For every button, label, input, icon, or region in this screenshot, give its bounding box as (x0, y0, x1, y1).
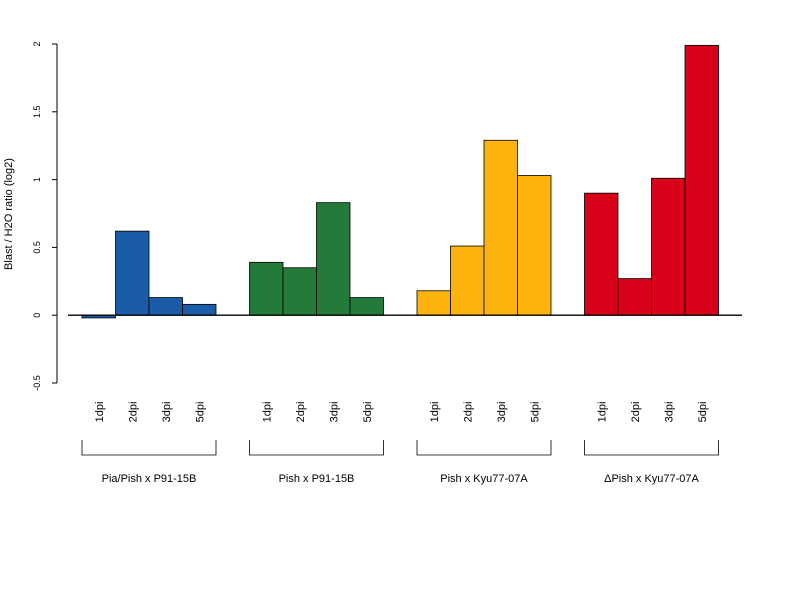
bar (684, 44, 719, 316)
x-tick-labels: 1dpi 2dpi 3dpi 5dpi 1dpi 2dpi 3dpi 5dpi 1dpi 2dpi… (94, 402, 709, 423)
x-tick-label: 2dpi (127, 402, 139, 423)
group-brackets: Pia/Pish x P91-15B Pish x P91-15B Pish x K… (81, 440, 719, 485)
x-tick-label: 3dpi (663, 402, 675, 423)
x-tick-label: 2dpi (295, 402, 307, 423)
x-tick-label: 3dpi (496, 402, 508, 423)
y-axis: -0.5 0 0.5 1 1.5 2 (32, 41, 58, 391)
y-tick-label: 2 (32, 41, 42, 46)
y-tick-label: 1.5 (32, 106, 42, 119)
bar (416, 290, 451, 316)
bar (115, 230, 150, 316)
x-tick-label: 5dpi (194, 402, 206, 423)
bar (148, 297, 183, 316)
bar (249, 261, 284, 316)
bar (517, 175, 552, 316)
bar (483, 139, 518, 316)
x-tick-label: 1dpi (261, 402, 273, 423)
x-tick-label: 1dpi (429, 402, 441, 423)
y-tick-label: 1 (32, 177, 42, 182)
y-tick-label: -0.5 (32, 375, 42, 391)
bar (349, 297, 384, 316)
group-label: ΔPish x Kyu77-07A (604, 473, 699, 485)
group-bracket (584, 440, 719, 456)
bar (182, 303, 217, 316)
x-tick-label: 3dpi (161, 402, 173, 423)
y-axis-label: Blast / H2O ratio (log2) (3, 158, 15, 270)
bars (81, 44, 719, 319)
x-tick-label: 2dpi (462, 402, 474, 423)
bar (584, 192, 619, 316)
group-bracket (416, 440, 552, 456)
group-bracket (81, 440, 217, 456)
bar (651, 177, 686, 316)
y-tick-label: 0 (32, 313, 42, 318)
bar (282, 267, 317, 316)
x-tick-label: 1dpi (94, 402, 106, 423)
bar (617, 278, 652, 316)
y-tick-label: 0.5 (32, 241, 42, 254)
x-tick-label: 2dpi (630, 402, 642, 423)
group-label: Pish x Kyu77-07A (440, 473, 528, 485)
group-label: Pish x P91-15B (279, 473, 355, 485)
x-tick-label: 5dpi (362, 402, 374, 423)
x-tick-label: 5dpi (697, 402, 709, 423)
x-tick-label: 3dpi (328, 402, 340, 423)
bar (450, 245, 485, 316)
group-label: Pia/Pish x P91-15B (102, 473, 197, 485)
group-bracket (249, 440, 384, 456)
bar (316, 202, 351, 316)
x-tick-label: 5dpi (529, 402, 541, 423)
x-tick-label: 1dpi (596, 402, 608, 423)
